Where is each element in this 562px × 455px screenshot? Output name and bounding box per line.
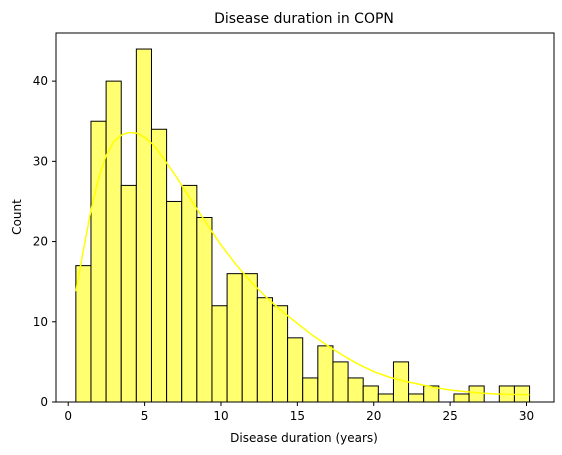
- histogram-bar: [241, 273, 258, 403]
- y-tick-label: 20: [33, 235, 48, 249]
- bars-layer: [75, 48, 531, 403]
- histogram-bar: [362, 385, 379, 403]
- kde-curve: [75, 131, 530, 396]
- x-tick-label: 5: [141, 409, 149, 423]
- histogram-bar: [150, 128, 168, 403]
- chart-title: Disease duration in COPN: [214, 11, 394, 27]
- x-tick-label: 15: [290, 409, 305, 423]
- histogram-bar: [181, 184, 198, 403]
- histogram-bar: [256, 297, 273, 403]
- histogram-bar: [347, 377, 364, 403]
- histogram-bar: [166, 200, 183, 403]
- y-axis-ticks: 0 10 20 30 40: [33, 74, 56, 409]
- histogram-bar: [135, 48, 152, 403]
- histogram-bar: [287, 337, 304, 403]
- x-tick-label: 20: [366, 409, 381, 423]
- histogram-bar: [332, 361, 349, 403]
- histogram-bar: [211, 305, 228, 403]
- histogram-bar: [196, 217, 213, 403]
- x-tick-label: 0: [64, 409, 72, 423]
- y-tick-label: 30: [33, 154, 48, 168]
- histogram-bar: [120, 184, 137, 403]
- x-tick-label: 30: [519, 409, 534, 423]
- histogram-bar: [271, 305, 289, 403]
- x-tick-label: 10: [213, 409, 228, 423]
- histogram-bar: [408, 393, 425, 403]
- histogram-bar: [105, 80, 122, 403]
- histogram-bar: [317, 345, 334, 403]
- y-tick-label: 0: [40, 395, 48, 409]
- x-tick-label: 25: [442, 409, 457, 423]
- y-axis-label: Count: [10, 199, 24, 235]
- histogram-bar: [453, 393, 470, 403]
- plot-frame: [55, 32, 555, 403]
- histogram-bar: [75, 265, 92, 403]
- x-axis-label: Disease duration (years): [230, 431, 378, 445]
- histogram-bar: [226, 273, 243, 403]
- y-tick-label: 10: [33, 315, 48, 329]
- histogram-bar: [302, 377, 319, 403]
- x-axis-ticks: 0 5 10 15 20 25 30: [64, 402, 534, 423]
- histogram-bar: [377, 393, 394, 403]
- y-tick-label: 40: [33, 74, 48, 88]
